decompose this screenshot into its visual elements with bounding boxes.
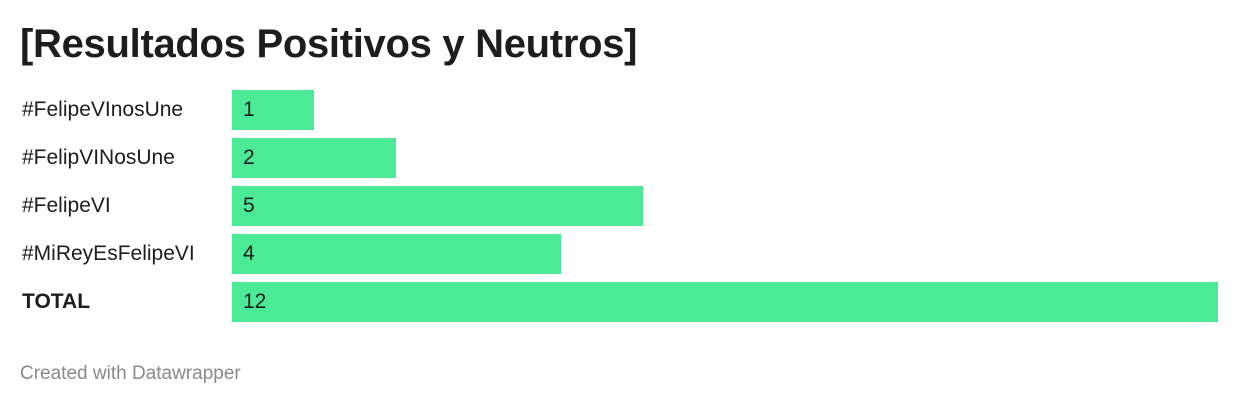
data-label: 2 (243, 146, 255, 169)
bar (232, 138, 397, 178)
bar (232, 234, 561, 274)
category-label: #FelipeVI (22, 194, 111, 217)
chart-title: [Resultados Positivos y Neutros] (20, 22, 638, 66)
bar (232, 186, 643, 226)
category-label: #FelipVINosUne (22, 146, 175, 169)
data-label: 12 (243, 290, 267, 313)
bar (232, 90, 315, 130)
category-label: #MiReyEsFelipeVI (22, 242, 195, 265)
footer-credit: Created with Datawrapper (20, 363, 241, 384)
data-label: 5 (243, 194, 255, 217)
data-label: 4 (243, 242, 255, 265)
category-label: #FelipeVInosUne (22, 98, 184, 121)
bar (232, 282, 1218, 322)
category-label: TOTAL (22, 290, 91, 313)
data-label: 1 (243, 98, 255, 121)
